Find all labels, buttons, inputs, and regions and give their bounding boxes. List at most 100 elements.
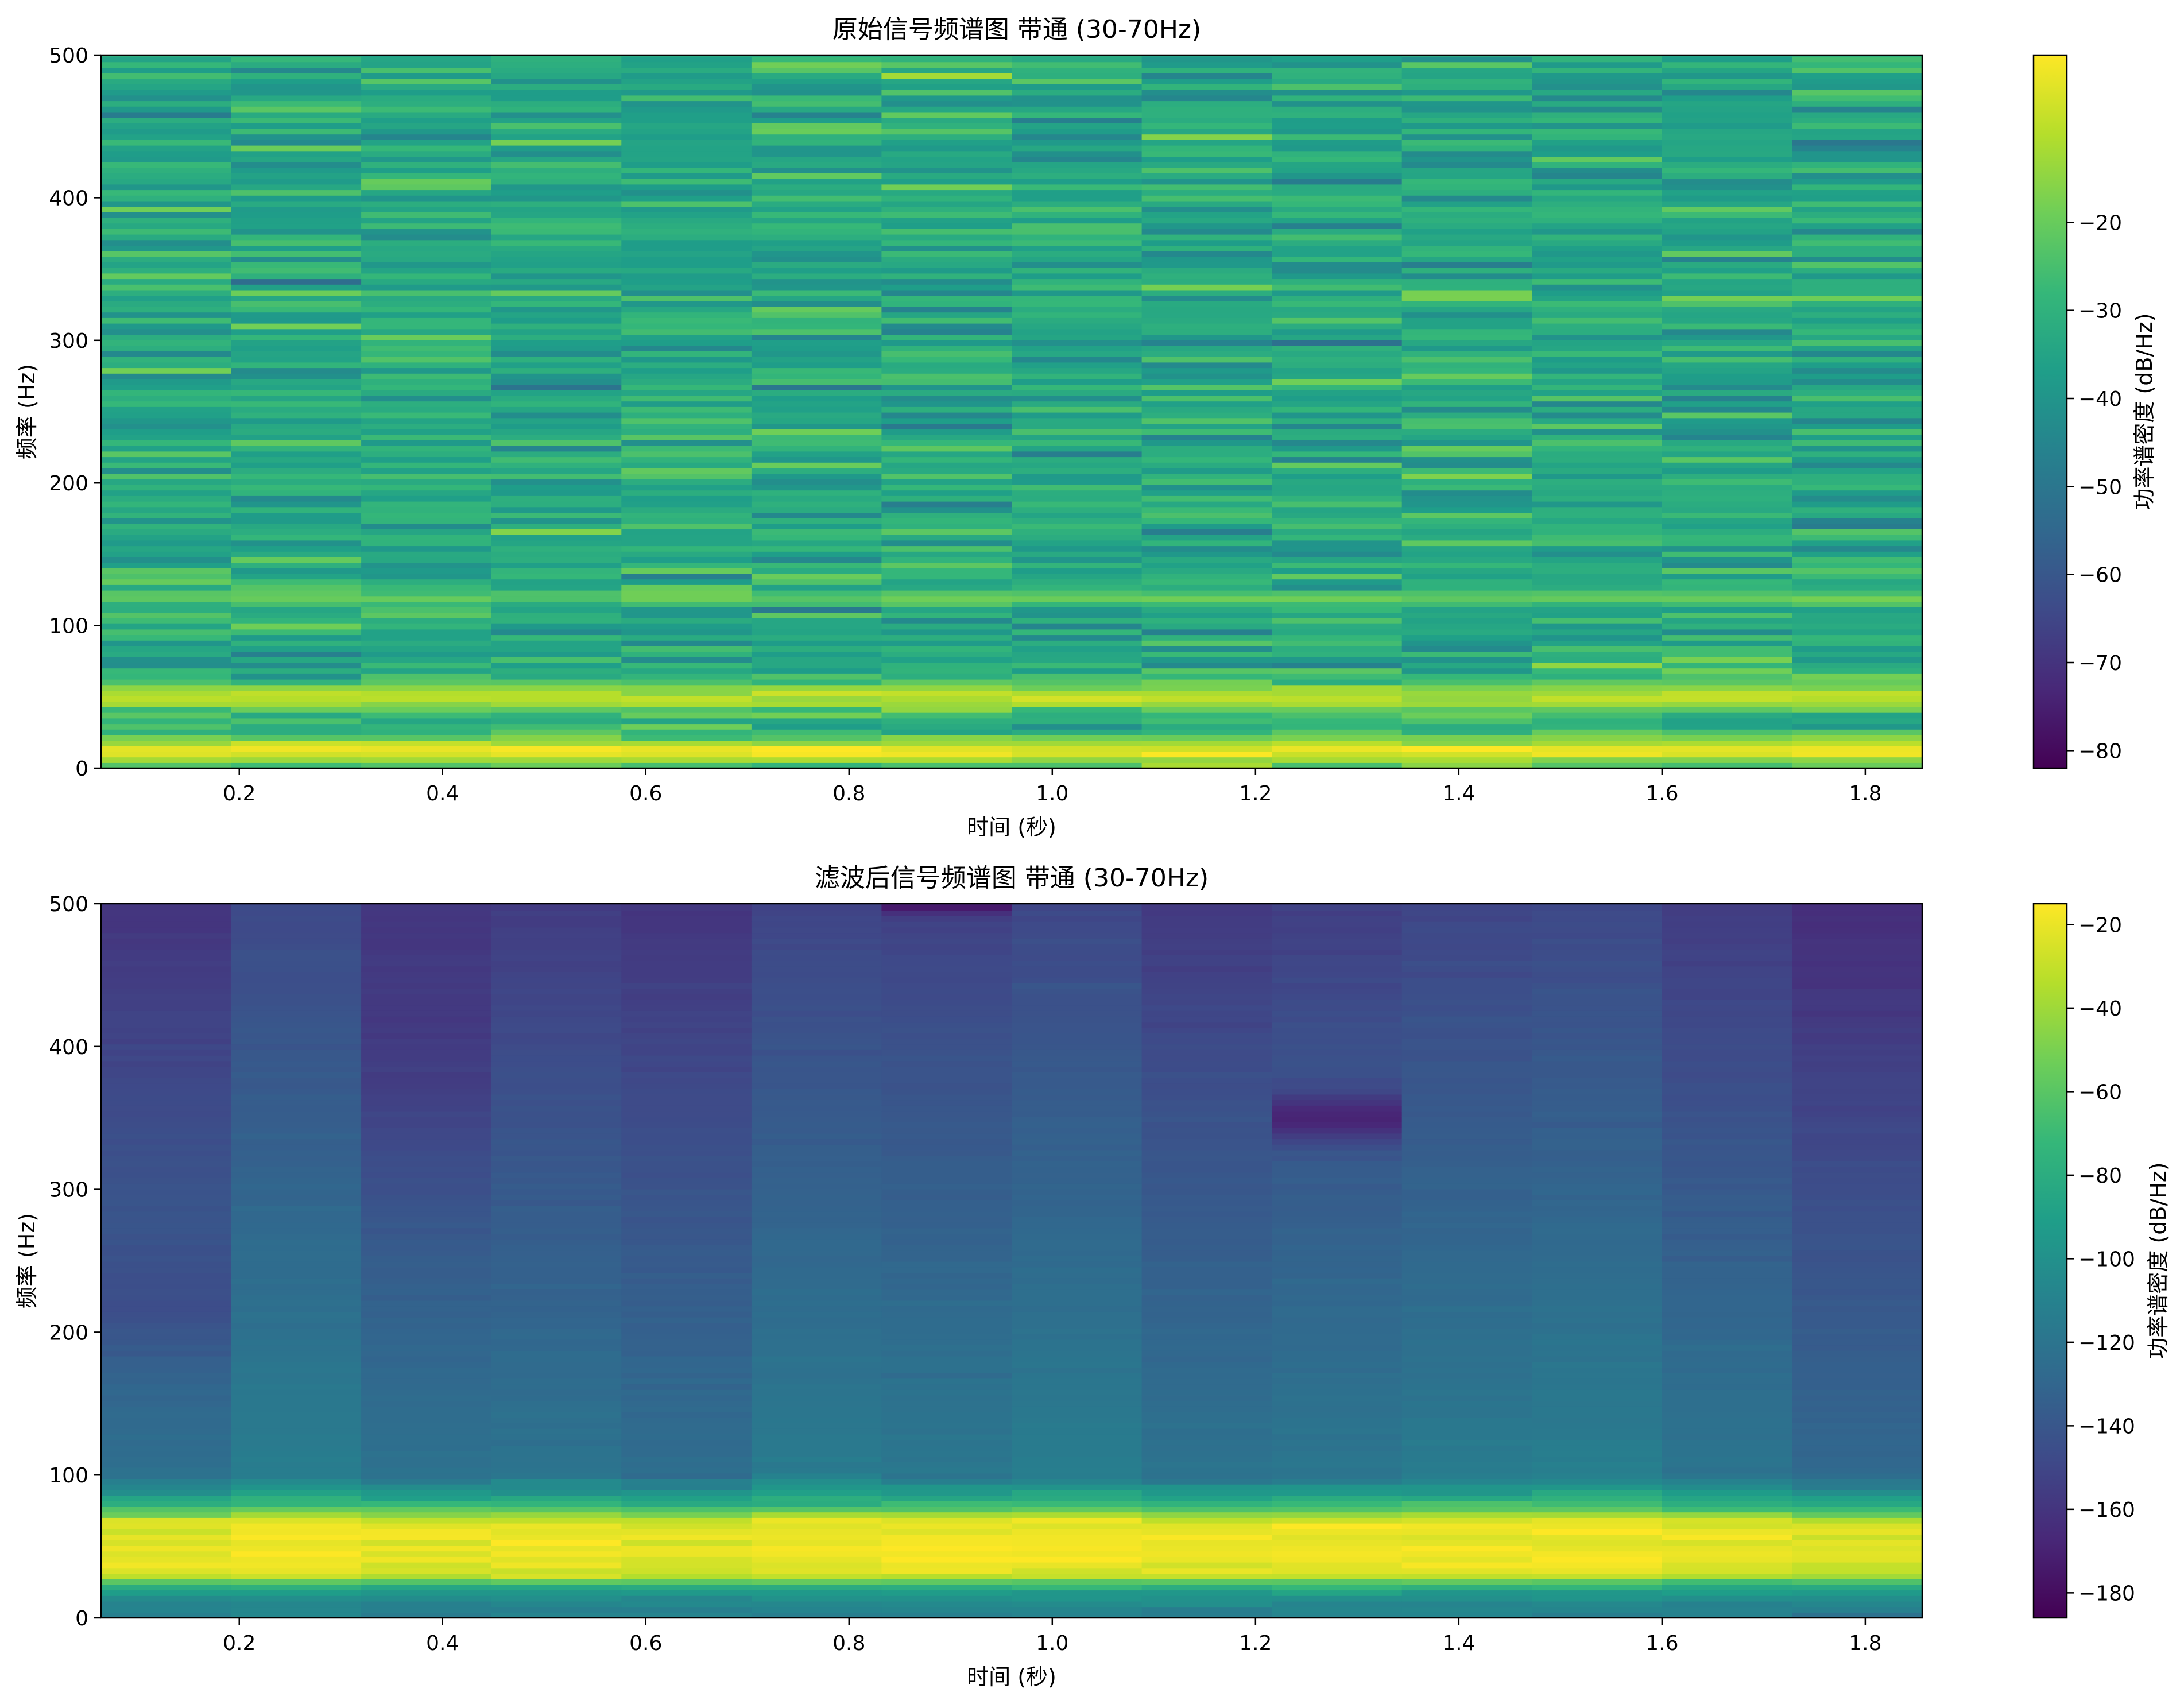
spectrogram-cell	[491, 545, 622, 552]
spectrogram-cell	[881, 568, 1012, 574]
spectrogram-cell	[751, 535, 882, 541]
spectrogram-cell	[1012, 1188, 1143, 1195]
spectrogram-cell	[101, 262, 232, 268]
spectrogram-cell	[1141, 117, 1272, 123]
spectrogram-cell	[1792, 1339, 1923, 1346]
spectrogram-cell	[1012, 562, 1143, 568]
spectrogram-cell	[1662, 1606, 1793, 1613]
spectrogram-cell	[1662, 1373, 1793, 1379]
spectrogram-cell	[1272, 734, 1403, 741]
spectrogram-cell	[1532, 1183, 1663, 1190]
spectrogram-cell	[1141, 423, 1272, 429]
spectrogram-cell	[1012, 629, 1143, 636]
spectrogram-cell	[231, 440, 362, 446]
spectrogram-cell	[1272, 904, 1403, 905]
spectrogram-cell	[231, 106, 362, 113]
spectrogram-cell	[1792, 212, 1923, 218]
spectrogram-cell	[361, 401, 492, 407]
spectrogram-cell	[1272, 306, 1403, 313]
spectrogram-cell	[231, 1322, 362, 1329]
spectrogram-cell	[621, 1038, 752, 1045]
spectrogram-cell	[1401, 1217, 1532, 1223]
spectrogram-cell	[751, 495, 882, 502]
spectrogram-cell	[1012, 579, 1143, 585]
spectrogram-cell	[1012, 938, 1143, 944]
spectrogram-cell	[1012, 1010, 1143, 1017]
spectrogram-cell	[1792, 573, 1923, 580]
spectrogram-cell	[881, 535, 1012, 541]
spectrogram-cell	[101, 723, 232, 730]
spectrogram-cell	[621, 1060, 752, 1067]
spectrogram-cell	[881, 1161, 1012, 1167]
spectrogram-cell	[231, 623, 362, 630]
spectrogram-cell	[751, 323, 882, 330]
spectrogram-cell	[1012, 1016, 1143, 1023]
spectrogram-cell	[1141, 490, 1272, 496]
spectrogram-cell	[491, 417, 622, 424]
spectrogram-cell	[881, 1434, 1012, 1440]
spectrogram-cell	[621, 351, 752, 357]
spectrogram-cell	[1662, 1434, 1793, 1440]
spectrogram-cell	[361, 1545, 492, 1552]
spectrogram-cell	[1662, 1033, 1793, 1039]
spectrogram-cell	[751, 961, 882, 967]
spectrogram-cell	[1662, 977, 1793, 983]
spectrogram-cell	[491, 1178, 622, 1184]
spectrogram-cell	[751, 1584, 882, 1591]
spectrogram-cell	[491, 994, 622, 1000]
spectrogram-cell	[101, 1367, 232, 1373]
spectrogram-cell	[101, 429, 232, 435]
spectrogram-cell	[1532, 1233, 1663, 1240]
spectrogram-cell	[231, 746, 362, 752]
spectrogram-cell	[751, 1044, 882, 1050]
spectrogram-cell	[101, 1049, 232, 1056]
spectrogram-cell	[491, 1167, 622, 1173]
spectrogram-cell	[1532, 579, 1663, 585]
spectrogram-cell	[1401, 1016, 1532, 1023]
spectrogram-cell	[621, 273, 752, 280]
spectrogram-cell	[1272, 289, 1403, 296]
spectrogram-cell	[1272, 284, 1403, 291]
spectrogram-cell	[101, 1428, 232, 1435]
spectrogram-cell	[621, 535, 752, 541]
spectrogram-cell	[1532, 434, 1663, 440]
spectrogram-cell	[751, 1278, 882, 1284]
spectrogram-cell	[1012, 184, 1143, 191]
spectrogram-cell	[621, 568, 752, 574]
spectrogram-cell	[1141, 679, 1272, 686]
spectrogram-cell	[361, 679, 492, 686]
spectrogram-cell	[621, 1523, 752, 1529]
spectrogram-cell	[361, 1227, 492, 1234]
spectrogram-cell	[231, 1361, 362, 1368]
spectrogram-cell	[751, 1206, 882, 1212]
spectrogram-cell	[751, 982, 882, 989]
spectrogram-cell	[361, 1066, 492, 1072]
spectrogram-cell	[491, 634, 622, 641]
spectrogram-cell	[621, 156, 752, 162]
spectrogram-cell	[881, 345, 1012, 351]
colorbar-tick-label: −30	[2078, 300, 2122, 323]
spectrogram-cell	[881, 479, 1012, 485]
spectrogram-cell	[231, 1217, 362, 1223]
spectrogram-cell	[881, 289, 1012, 296]
spectrogram-cell	[1012, 1066, 1143, 1072]
spectrogram-cell	[621, 123, 752, 129]
spectrogram-cell	[1532, 1467, 1663, 1474]
spectrogram-cell	[1272, 1038, 1403, 1045]
spectrogram-cell	[1401, 1506, 1532, 1513]
spectrogram-cell	[101, 234, 232, 241]
spectrogram-cell	[1272, 1467, 1403, 1474]
spectrogram-cell	[361, 200, 492, 207]
spectrogram-cell	[621, 162, 752, 168]
spectrogram-cell	[1141, 1551, 1272, 1557]
spectrogram-cell	[491, 729, 622, 735]
spectrogram-cell	[881, 949, 1012, 955]
spectrogram-cell	[1272, 412, 1403, 419]
spectrogram-cell	[1141, 1116, 1272, 1122]
spectrogram-cell	[751, 712, 882, 719]
spectrogram-cell	[1532, 373, 1663, 379]
spectrogram-cell	[1792, 390, 1923, 396]
spectrogram-cell	[1272, 362, 1403, 369]
spectrogram-cell	[1141, 1149, 1272, 1156]
spectrogram-cell	[1532, 1272, 1663, 1279]
